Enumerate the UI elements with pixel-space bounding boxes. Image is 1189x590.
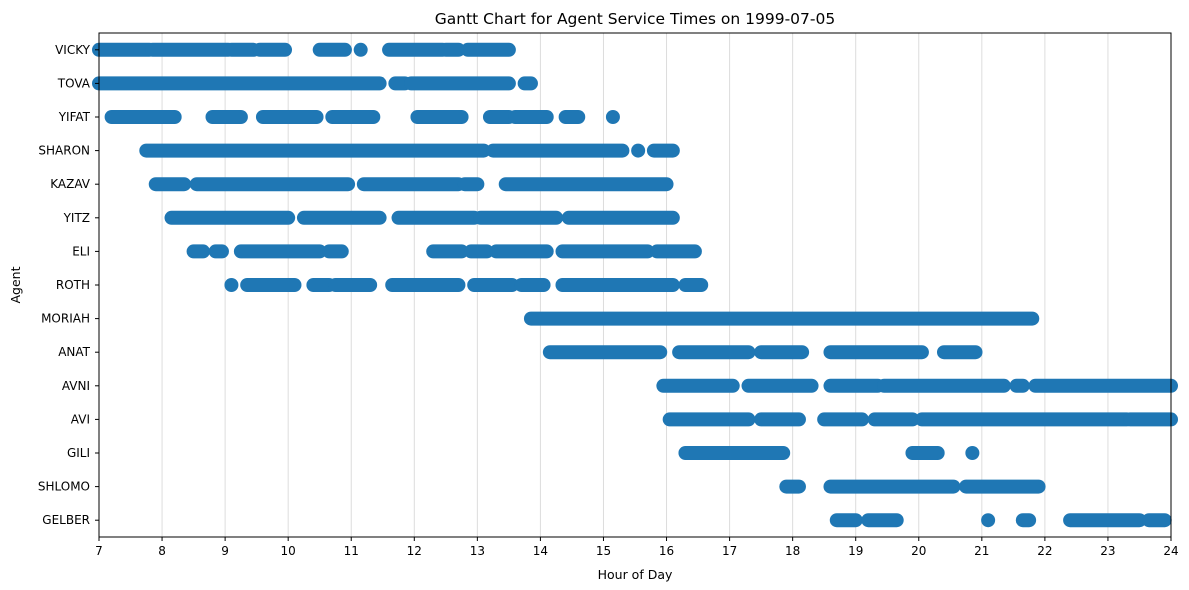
x-tick-label-10: 10 — [281, 544, 296, 558]
x-tick-label-14: 14 — [533, 544, 548, 558]
agent-label-roth: ROTH — [56, 278, 90, 292]
agent-label-shlomo: SHLOMO — [38, 480, 90, 494]
x-tick-label-19: 19 — [848, 544, 863, 558]
agent-label-gelber: GELBER — [42, 513, 90, 527]
x-tick-label-7: 7 — [95, 544, 103, 558]
x-axis-label: Hour of Day — [598, 567, 673, 582]
chart-title: Gantt Chart for Agent Service Times on 1… — [435, 10, 835, 28]
agent-label-avi: AVI — [71, 412, 90, 426]
agent-label-gili: GILI — [67, 446, 90, 460]
x-tick-label-8: 8 — [158, 544, 166, 558]
x-tick-label-12: 12 — [407, 544, 422, 558]
x-tick-label-22: 22 — [1037, 544, 1052, 558]
x-tick-label-18: 18 — [785, 544, 800, 558]
x-tick-label-21: 21 — [974, 544, 989, 558]
agent-label-anat: ANAT — [58, 345, 90, 359]
agent-label-sharon: SHARON — [38, 144, 90, 158]
x-tick-label-23: 23 — [1100, 544, 1115, 558]
x-axis: 7 8 9 10 11 12 13 14 15 16 17 18 19 20 21 22 23 24 — [95, 537, 1179, 558]
agent-label-avni: AVNI — [62, 379, 90, 393]
x-tick-label-11: 11 — [344, 544, 359, 558]
y-axis-label: Agent — [8, 266, 23, 303]
x-tick-label-24: 24 — [1163, 544, 1178, 558]
agent-label-tova: TOVA — [57, 76, 91, 90]
agent-label-yitz: YITZ — [63, 211, 90, 225]
x-tick-label-16: 16 — [659, 544, 674, 558]
agent-label-yifat: YIFAT — [58, 110, 91, 124]
x-tick-label-13: 13 — [470, 544, 485, 558]
agent-label-moriah: MORIAH — [41, 312, 90, 326]
agent-label-eli: ELI — [72, 244, 90, 258]
y-axis: VICKY TOVA YIFAT SHARON KAZAV YITZ ELI ROTH MORI… — [38, 43, 99, 527]
x-tick-label-17: 17 — [722, 544, 737, 558]
x-tick-label-15: 15 — [596, 544, 611, 558]
plot-area — [92, 42, 1178, 528]
x-tick-label-20: 20 — [911, 544, 926, 558]
agent-label-vicky: VICKY — [55, 43, 91, 57]
agent-label-kazav: KAZAV — [50, 177, 91, 191]
x-tick-label-9: 9 — [221, 544, 229, 558]
